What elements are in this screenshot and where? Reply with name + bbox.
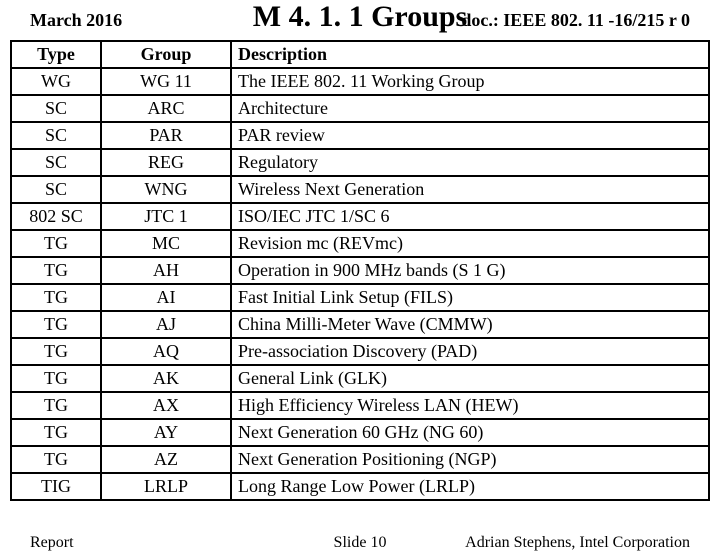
- col-type: Type: [11, 41, 101, 68]
- table-row: SCARCArchitecture: [11, 95, 709, 122]
- table-row: SCPARPAR review: [11, 122, 709, 149]
- cell-description: General Link (GLK): [231, 365, 709, 392]
- slide-header: March 2016 M 4. 1. 1 Groups doc.: IEEE 8…: [0, 0, 720, 40]
- cell-group: LRLP: [101, 473, 231, 500]
- table-row: TGAIFast Initial Link Setup (FILS): [11, 284, 709, 311]
- col-description: Description: [231, 41, 709, 68]
- cell-type: 802 SC: [11, 203, 101, 230]
- cell-type: TG: [11, 257, 101, 284]
- cell-description: Revision mc (REVmc): [231, 230, 709, 257]
- cell-description: China Milli-Meter Wave (CMMW): [231, 311, 709, 338]
- cell-group: REG: [101, 149, 231, 176]
- footer-right: Adrian Stephens, Intel Corporation: [465, 534, 690, 552]
- table-row: TGAQPre-association Discovery (PAD): [11, 338, 709, 365]
- cell-group: AY: [101, 419, 231, 446]
- cell-group: AK: [101, 365, 231, 392]
- cell-type: TG: [11, 311, 101, 338]
- col-group: Group: [101, 41, 231, 68]
- cell-type: TG: [11, 365, 101, 392]
- cell-description: Regulatory: [231, 149, 709, 176]
- table-row: TIGLRLPLong Range Low Power (LRLP): [11, 473, 709, 500]
- cell-type: TG: [11, 230, 101, 257]
- table-row: TGAZNext Generation Positioning (NGP): [11, 446, 709, 473]
- cell-group: AQ: [101, 338, 231, 365]
- cell-description: The IEEE 802. 11 Working Group: [231, 68, 709, 95]
- cell-type: SC: [11, 95, 101, 122]
- cell-type: TG: [11, 419, 101, 446]
- cell-group: JTC 1: [101, 203, 231, 230]
- table-row: TGAYNext Generation 60 GHz (NG 60): [11, 419, 709, 446]
- cell-description: Long Range Low Power (LRLP): [231, 473, 709, 500]
- cell-description: Architecture: [231, 95, 709, 122]
- cell-type: SC: [11, 149, 101, 176]
- cell-description: PAR review: [231, 122, 709, 149]
- cell-type: SC: [11, 122, 101, 149]
- cell-description: Wireless Next Generation: [231, 176, 709, 203]
- cell-type: TG: [11, 338, 101, 365]
- table-row: 802 SCJTC 1ISO/IEC JTC 1/SC 6: [11, 203, 709, 230]
- table-header-row: Type Group Description: [11, 41, 709, 68]
- table-row: SCREGRegulatory: [11, 149, 709, 176]
- cell-type: SC: [11, 176, 101, 203]
- cell-group: AZ: [101, 446, 231, 473]
- table-row: TGAJChina Milli-Meter Wave (CMMW): [11, 311, 709, 338]
- cell-group: WG 11: [101, 68, 231, 95]
- cell-group: AH: [101, 257, 231, 284]
- cell-type: TG: [11, 446, 101, 473]
- table-row: SCWNGWireless Next Generation: [11, 176, 709, 203]
- cell-description: Fast Initial Link Setup (FILS): [231, 284, 709, 311]
- cell-description: Operation in 900 MHz bands (S 1 G): [231, 257, 709, 284]
- cell-type: TIG: [11, 473, 101, 500]
- cell-description: High Efficiency Wireless LAN (HEW): [231, 392, 709, 419]
- table-row: TGMCRevision mc (REVmc): [11, 230, 709, 257]
- groups-table: Type Group Description WGWG 11The IEEE 8…: [10, 40, 710, 501]
- table-row: TGAKGeneral Link (GLK): [11, 365, 709, 392]
- cell-type: WG: [11, 68, 101, 95]
- cell-type: TG: [11, 392, 101, 419]
- cell-group: WNG: [101, 176, 231, 203]
- cell-group: AX: [101, 392, 231, 419]
- cell-group: AI: [101, 284, 231, 311]
- cell-description: Next Generation Positioning (NGP): [231, 446, 709, 473]
- cell-group: MC: [101, 230, 231, 257]
- cell-description: ISO/IEC JTC 1/SC 6: [231, 203, 709, 230]
- cell-group: PAR: [101, 122, 231, 149]
- cell-type: TG: [11, 284, 101, 311]
- table-row: TGAXHigh Efficiency Wireless LAN (HEW): [11, 392, 709, 419]
- cell-description: Pre-association Discovery (PAD): [231, 338, 709, 365]
- cell-description: Next Generation 60 GHz (NG 60): [231, 419, 709, 446]
- table-row: TGAHOperation in 900 MHz bands (S 1 G): [11, 257, 709, 284]
- cell-group: ARC: [101, 95, 231, 122]
- cell-group: AJ: [101, 311, 231, 338]
- doc-number: doc.: IEEE 802. 11 -16/215 r 0: [461, 10, 690, 31]
- table-row: WGWG 11The IEEE 802. 11 Working Group: [11, 68, 709, 95]
